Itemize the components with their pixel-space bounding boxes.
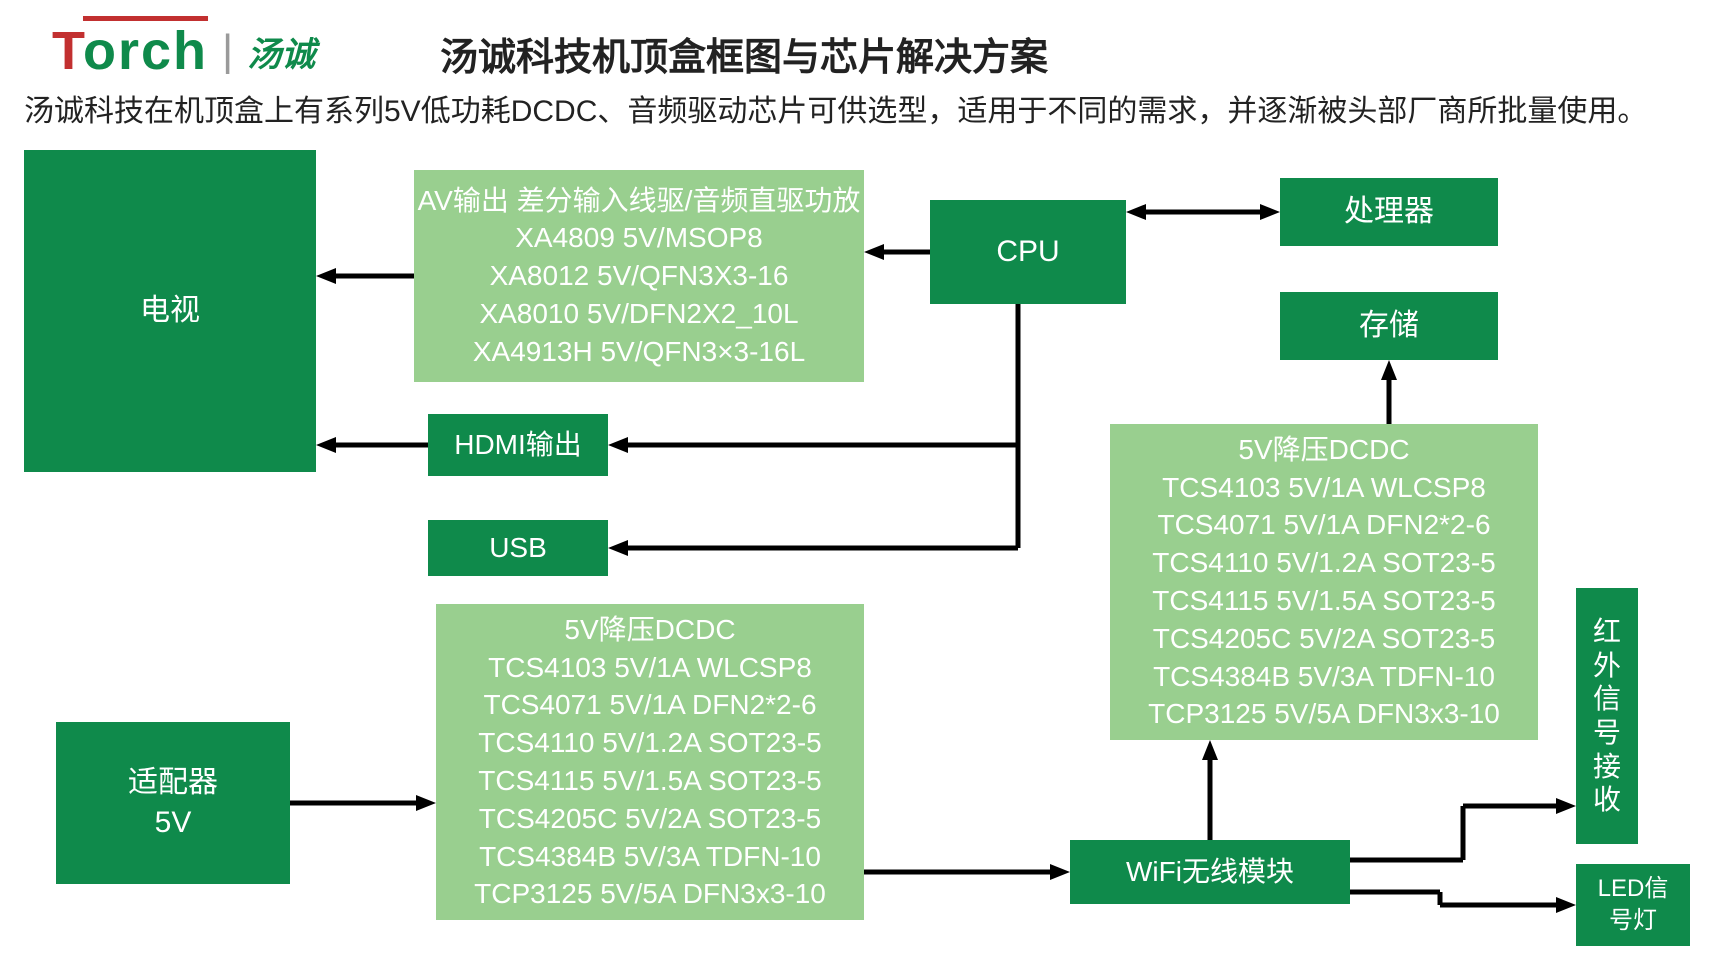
node-hdmi-label: HDMI输出 [454, 426, 582, 464]
page-description: 汤诚科技在机顶盒上有系列5V低功耗DCDC、音频驱动芯片可供选型，适用于不同的需… [24, 92, 1704, 133]
node-dcdc-right: 5V降压DCDC TCS4103 5V/1A WLCSP8 TCS4071 5V… [1110, 424, 1538, 740]
node-usb: USB [428, 520, 608, 576]
node-led: LED信 号灯 [1576, 864, 1690, 946]
node-wifi: WiFi无线模块 [1070, 840, 1350, 904]
node-processor-label: 处理器 [1344, 192, 1434, 233]
page-title: 汤诚科技机顶盒框图与芯片解决方案 [440, 34, 1700, 84]
node-ir: 红 外 信 号 接 收 [1576, 588, 1638, 844]
logo-main-text: Torch [52, 20, 208, 82]
node-adapter: 适配器 5V [56, 722, 290, 884]
node-processor: 处理器 [1280, 178, 1498, 246]
node-adapter-label: 适配器 5V [128, 763, 218, 844]
node-dcdc-left-label: 5V降压DCDC TCS4103 5V/1A WLCSP8 TCS4071 5V… [474, 611, 826, 913]
node-av-out-label: AV输出 差分输入线驱/音频直驱功放 XA4809 5V/MSOP8 XA801… [418, 182, 861, 371]
node-ir-label: 红 外 信 号 接 收 [1593, 615, 1621, 817]
node-led-label: LED信 号灯 [1598, 873, 1669, 938]
node-av-out: AV输出 差分输入线驱/音频直驱功放 XA4809 5V/MSOP8 XA801… [414, 170, 864, 382]
node-tv-label: 电视 [140, 291, 200, 332]
page-description-text: 汤诚科技在机顶盒上有系列5V低功耗DCDC、音频驱动芯片可供选型，适用于不同的需… [24, 92, 1647, 133]
node-tv: 电视 [24, 150, 316, 472]
node-wifi-label: WiFi无线模块 [1126, 853, 1294, 891]
node-storage: 存储 [1280, 292, 1498, 360]
logo-divider: | [222, 27, 233, 76]
brand-logo: Torch | 汤诚 [52, 20, 315, 82]
node-dcdc-left: 5V降压DCDC TCS4103 5V/1A WLCSP8 TCS4071 5V… [436, 604, 864, 920]
logo-sub-text: 汤诚 [247, 27, 315, 76]
page-title-text: 汤诚科技机顶盒框图与芯片解决方案 [440, 33, 1048, 84]
node-cpu: CPU [930, 200, 1126, 304]
node-usb-label: USB [489, 529, 547, 567]
node-dcdc-right-label: 5V降压DCDC TCS4103 5V/1A WLCSP8 TCS4071 5V… [1148, 431, 1500, 733]
node-hdmi: HDMI输出 [428, 414, 608, 476]
node-storage-label: 存储 [1359, 306, 1419, 347]
node-cpu-label: CPU [996, 232, 1059, 273]
